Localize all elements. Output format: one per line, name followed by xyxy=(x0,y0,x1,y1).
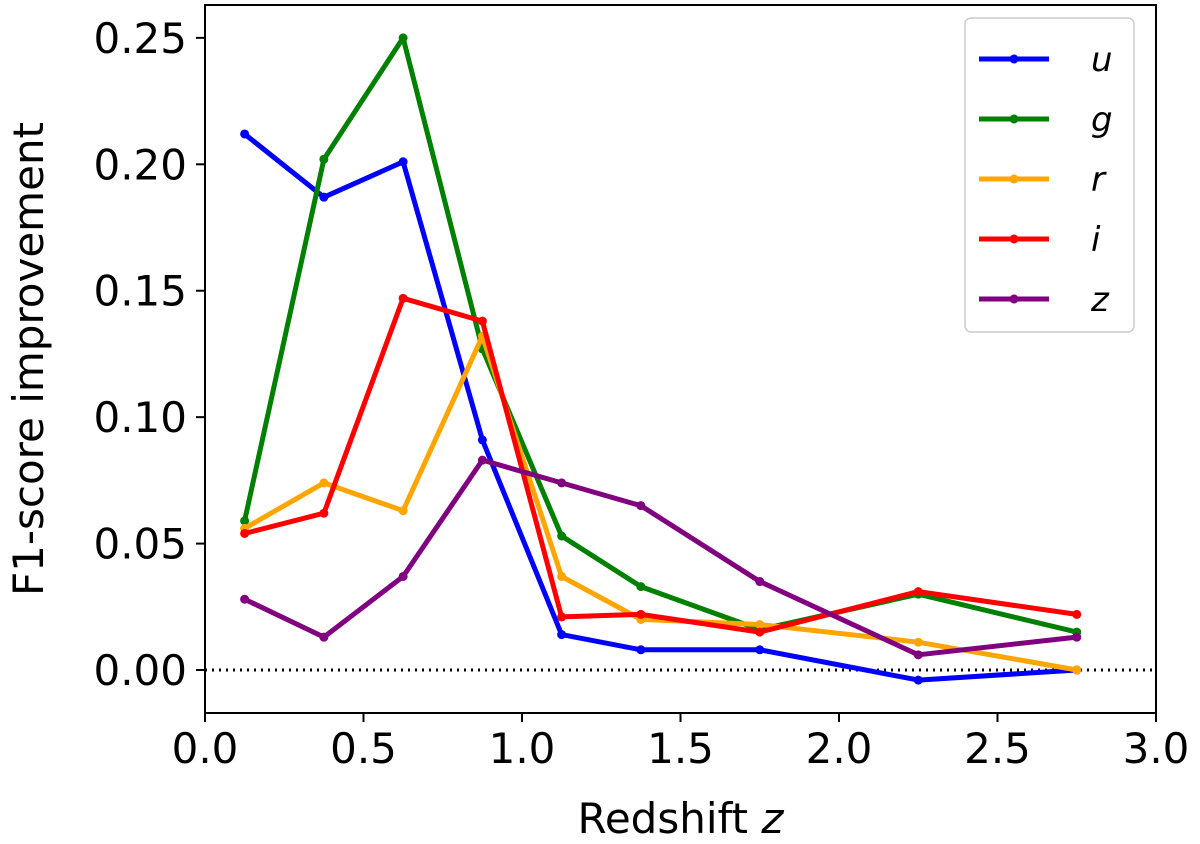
series-g xyxy=(240,33,1082,637)
legend-marker xyxy=(1009,294,1019,304)
data-point-g xyxy=(557,531,567,541)
data-point-z xyxy=(557,478,567,488)
data-point-u xyxy=(913,675,923,685)
data-point-g xyxy=(398,33,408,43)
legend-marker xyxy=(1009,54,1019,64)
data-point-u xyxy=(477,435,487,445)
series-z xyxy=(240,455,1082,660)
legend-marker xyxy=(1009,114,1019,124)
legend-label: i xyxy=(1091,220,1101,260)
legend-marker xyxy=(1009,174,1019,184)
y-axis-title: F1-score improvement xyxy=(4,122,53,596)
data-point-i xyxy=(636,609,646,619)
data-point-i xyxy=(1072,609,1082,619)
data-point-z xyxy=(477,455,487,465)
data-point-z xyxy=(398,571,408,581)
data-point-g xyxy=(319,154,329,164)
y-tick-label: 0.15 xyxy=(93,267,187,316)
data-point-r xyxy=(1072,665,1082,675)
data-point-r xyxy=(755,620,765,629)
data-point-z xyxy=(1072,632,1082,642)
y-tick-label: 0.25 xyxy=(93,14,187,63)
data-point-i xyxy=(913,587,923,597)
x-tick-label: 0.0 xyxy=(172,724,239,773)
data-point-z xyxy=(913,650,923,660)
data-point-i xyxy=(240,528,250,538)
data-point-i xyxy=(755,627,765,637)
data-point-u xyxy=(319,192,329,202)
series-u xyxy=(240,129,1082,685)
legend-item-z: z xyxy=(979,280,1110,320)
data-point-r xyxy=(557,571,567,581)
legend-label: g xyxy=(1091,100,1113,140)
y-tick-label: 0.10 xyxy=(93,393,187,442)
data-point-u xyxy=(557,630,567,640)
x-tick-label: 2.5 xyxy=(964,724,1031,773)
data-point-z xyxy=(240,594,250,604)
y-tick-label: 0.20 xyxy=(93,140,187,189)
data-point-z xyxy=(319,632,329,642)
legend-item-i: i xyxy=(979,220,1101,260)
legend-label: u xyxy=(1091,40,1113,80)
legend-marker xyxy=(1009,234,1019,244)
series-line-z xyxy=(242,457,1080,658)
series-i xyxy=(240,293,1082,637)
x-tick-label: 0.5 xyxy=(330,724,397,773)
series-layer xyxy=(240,33,1082,685)
x-tick-label: 1.0 xyxy=(489,724,556,773)
legend-item-u: u xyxy=(979,40,1113,80)
x-tick-label: 3.0 xyxy=(1123,724,1190,773)
data-point-g xyxy=(636,582,646,592)
x-axis-title: Redshift z xyxy=(578,794,785,840)
series-line-i xyxy=(242,295,1080,635)
legend-label: z xyxy=(1090,280,1110,320)
data-point-i xyxy=(557,612,567,622)
data-point-r xyxy=(398,506,408,516)
data-point-u xyxy=(755,645,765,655)
legend-box xyxy=(964,17,1135,333)
x-tick-label: 1.5 xyxy=(647,724,714,773)
y-tick-label: 0.00 xyxy=(93,646,187,695)
series-r xyxy=(240,331,1082,675)
y-tick-label: 0.05 xyxy=(93,520,187,569)
ticks-layer: 0.0 0.5 1.0 1.5 2.0 2.5 3.0 0.00 0.05 0.10 0.15 0.2… xyxy=(93,14,1189,773)
data-point-i xyxy=(477,316,487,326)
legend-item-g: g xyxy=(979,100,1113,140)
data-point-i xyxy=(398,293,408,303)
data-point-u xyxy=(636,645,646,655)
data-point-r xyxy=(913,637,923,647)
data-point-z xyxy=(755,577,765,587)
data-point-g xyxy=(240,516,250,526)
data-point-r xyxy=(319,478,329,488)
x-tick-label: 2.0 xyxy=(806,724,873,773)
legend-item-r: r xyxy=(979,160,1107,200)
data-point-u xyxy=(398,157,408,167)
legend-label: r xyxy=(1091,160,1107,200)
data-point-z xyxy=(636,501,646,511)
data-point-i xyxy=(319,508,329,518)
data-point-u xyxy=(240,129,250,139)
series-line-g xyxy=(242,35,1080,635)
